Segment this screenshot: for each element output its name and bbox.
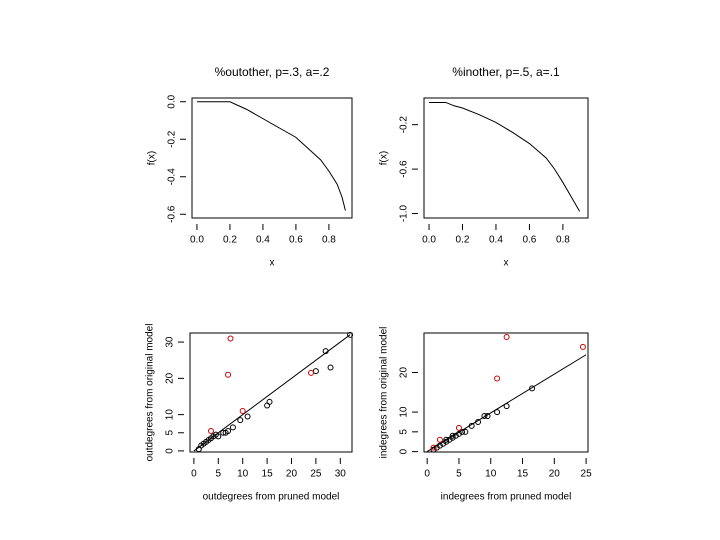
y-tick-label: 0.0 <box>167 94 178 108</box>
panel-title: %outother, p=.3, a=.2 <box>215 65 330 79</box>
x-axis-label: x <box>504 258 509 269</box>
point <box>312 368 319 375</box>
point <box>503 403 510 410</box>
x-tick-label: 5 <box>456 469 462 480</box>
y-tick-label: -0.2 <box>399 116 410 134</box>
point <box>455 424 462 431</box>
point <box>579 343 586 350</box>
y-tick-label: -0.6 <box>167 205 178 223</box>
point <box>459 428 466 435</box>
panel: %outother, p=.3, a=.2 x f(x) 0.0 0.2 0.4 0.6 0.… <box>147 65 353 269</box>
point <box>529 385 536 392</box>
x-tick-label: 0.2 <box>456 235 470 246</box>
x-tick-label: 0.8 <box>556 235 570 246</box>
x-axis-label: outdegrees from pruned model <box>203 492 340 503</box>
x-tick-label: 10 <box>237 469 249 480</box>
plot-box <box>189 332 353 453</box>
y-tick-label: 10 <box>399 406 410 418</box>
point <box>462 428 469 435</box>
plot-box <box>423 332 589 453</box>
point <box>481 413 488 420</box>
x-tick-label: 0 <box>424 469 430 480</box>
point <box>322 348 329 355</box>
point <box>239 408 246 415</box>
panel: outdegrees from pruned model outdegrees f… <box>145 324 354 503</box>
y-tick-label: -0.2 <box>167 130 178 148</box>
panel: %inother, p=.5, a=.1 x f(x) 0.0 0.2 0.4 0.6 0.8… <box>379 65 589 269</box>
panel-title: %inother, p=.5, a=.1 <box>452 65 560 79</box>
x-tick-label: 20 <box>549 469 561 480</box>
point <box>468 422 475 429</box>
y-tick-label: 20 <box>399 367 410 379</box>
point <box>207 427 214 434</box>
y-axis-label: indegrees from original model <box>379 327 390 459</box>
x-tick-label: 30 <box>335 469 347 480</box>
y-axis-label: outdegrees from original model <box>145 324 156 462</box>
x-tick-label: 0.6 <box>289 235 303 246</box>
point <box>430 444 437 451</box>
x-tick-label: 15 <box>262 469 274 480</box>
point <box>237 417 244 424</box>
y-tick-label: 5 <box>399 429 410 435</box>
x-tick-label: 0.0 <box>422 235 436 246</box>
curve <box>196 101 346 211</box>
point <box>503 333 510 340</box>
x-tick-label: 10 <box>485 469 497 480</box>
y-axis-label: f(x) <box>147 151 158 165</box>
point <box>229 424 236 431</box>
plot-box <box>423 97 589 219</box>
point <box>225 427 232 434</box>
panel: indegrees from pruned model indegrees fro… <box>379 327 592 503</box>
x-tick-label: 20 <box>286 469 298 480</box>
y-tick-label: 5 <box>165 430 176 436</box>
point <box>494 409 501 416</box>
y-tick-label: 20 <box>165 372 176 384</box>
point <box>327 364 334 371</box>
point <box>443 436 450 443</box>
x-axis-label: indegrees from pruned model <box>441 492 572 503</box>
point <box>244 413 251 420</box>
x-axis-label: x <box>270 258 275 269</box>
x-tick-label: 25 <box>581 469 593 480</box>
x-tick-label: 0.2 <box>223 235 237 246</box>
point <box>347 331 354 338</box>
fit-line <box>193 334 351 452</box>
y-tick-label: 10 <box>165 409 176 421</box>
point <box>266 398 273 405</box>
y-tick-label: -0.6 <box>399 160 410 178</box>
x-tick-label: 0.0 <box>190 235 204 246</box>
x-tick-label: 0.4 <box>489 235 503 246</box>
x-tick-label: 15 <box>517 469 529 480</box>
curve <box>429 101 581 212</box>
point <box>494 375 501 382</box>
y-tick-label: 0 <box>399 448 410 454</box>
x-tick-label: 5 <box>216 469 222 480</box>
plot-box <box>191 97 353 219</box>
x-tick-label: 0.4 <box>256 235 270 246</box>
y-tick-label: 30 <box>165 336 176 348</box>
x-tick-label: 0 <box>191 469 197 480</box>
x-tick-label: 25 <box>310 469 322 480</box>
point <box>308 369 315 376</box>
x-tick-label: 0.8 <box>322 235 336 246</box>
point <box>475 418 482 425</box>
y-tick-label: 0 <box>165 448 176 454</box>
point <box>215 433 222 440</box>
point <box>225 371 232 378</box>
point <box>484 413 491 420</box>
x-tick-label: 0.6 <box>522 235 536 246</box>
point <box>227 335 234 342</box>
y-tick-label: -0.4 <box>167 168 178 186</box>
point <box>436 436 443 443</box>
y-axis-label: f(x) <box>379 151 390 165</box>
point <box>449 432 456 439</box>
y-tick-label: -1.0 <box>399 205 410 223</box>
